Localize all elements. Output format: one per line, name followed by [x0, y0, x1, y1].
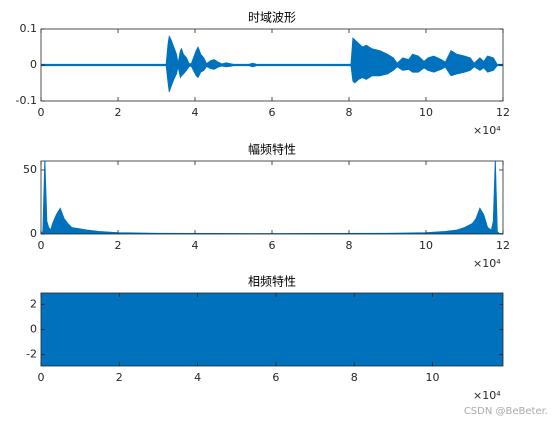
x-tick-label: 10 — [426, 371, 440, 384]
x-tick-label: 6 — [269, 106, 276, 119]
signal-band — [41, 34, 503, 93]
x-tick-label: 4 — [192, 106, 199, 119]
x-tick-label: 6 — [269, 239, 276, 252]
x-tick-label: 2 — [115, 106, 122, 119]
x-tick-label: 8 — [346, 106, 353, 119]
x-tick-label: 2 — [116, 371, 123, 384]
x-tick-label: 2 — [115, 239, 122, 252]
x-tick-label: 6 — [272, 371, 279, 384]
y-tick-label: 50 — [23, 163, 37, 176]
x-tick-label: 10 — [419, 239, 433, 252]
x-tick-label: 0 — [38, 106, 45, 119]
x-tick-label: 0 — [38, 239, 45, 252]
chart-title: 相频特性 — [248, 274, 296, 289]
x-tick-label: 0 — [38, 371, 45, 384]
y-tick-label: 0 — [30, 323, 37, 336]
x-tick-label: 8 — [351, 371, 358, 384]
x-tick-label: 4 — [192, 239, 199, 252]
x-exponent: ×10⁴ — [473, 257, 501, 270]
y-tick-label: -0.1 — [16, 94, 37, 107]
watermark: CSDN @BeBeter. — [464, 406, 548, 417]
y-tick-label: 0.1 — [20, 22, 38, 35]
chart-title: 幅频特性 — [248, 142, 296, 157]
x-tick-label: 12 — [496, 239, 510, 252]
x-tick-label: 8 — [346, 239, 353, 252]
y-tick-label: 0 — [30, 227, 37, 240]
x-tick-label: 12 — [496, 106, 510, 119]
plot-area — [41, 293, 503, 366]
x-tick-label: 10 — [419, 106, 433, 119]
y-tick-label: 2 — [30, 297, 37, 310]
plot-area — [41, 161, 503, 234]
y-tick-label: -2 — [26, 348, 37, 361]
y-tick-label: 0 — [30, 58, 37, 71]
x-exponent: ×10⁴ — [473, 389, 501, 402]
plot-area — [41, 34, 503, 93]
signal-band — [41, 293, 503, 366]
spectrum-area — [41, 161, 503, 234]
chart-title: 时域波形 — [248, 11, 296, 25]
x-exponent: ×10⁴ — [473, 124, 501, 137]
x-tick-label: 4 — [194, 371, 201, 384]
